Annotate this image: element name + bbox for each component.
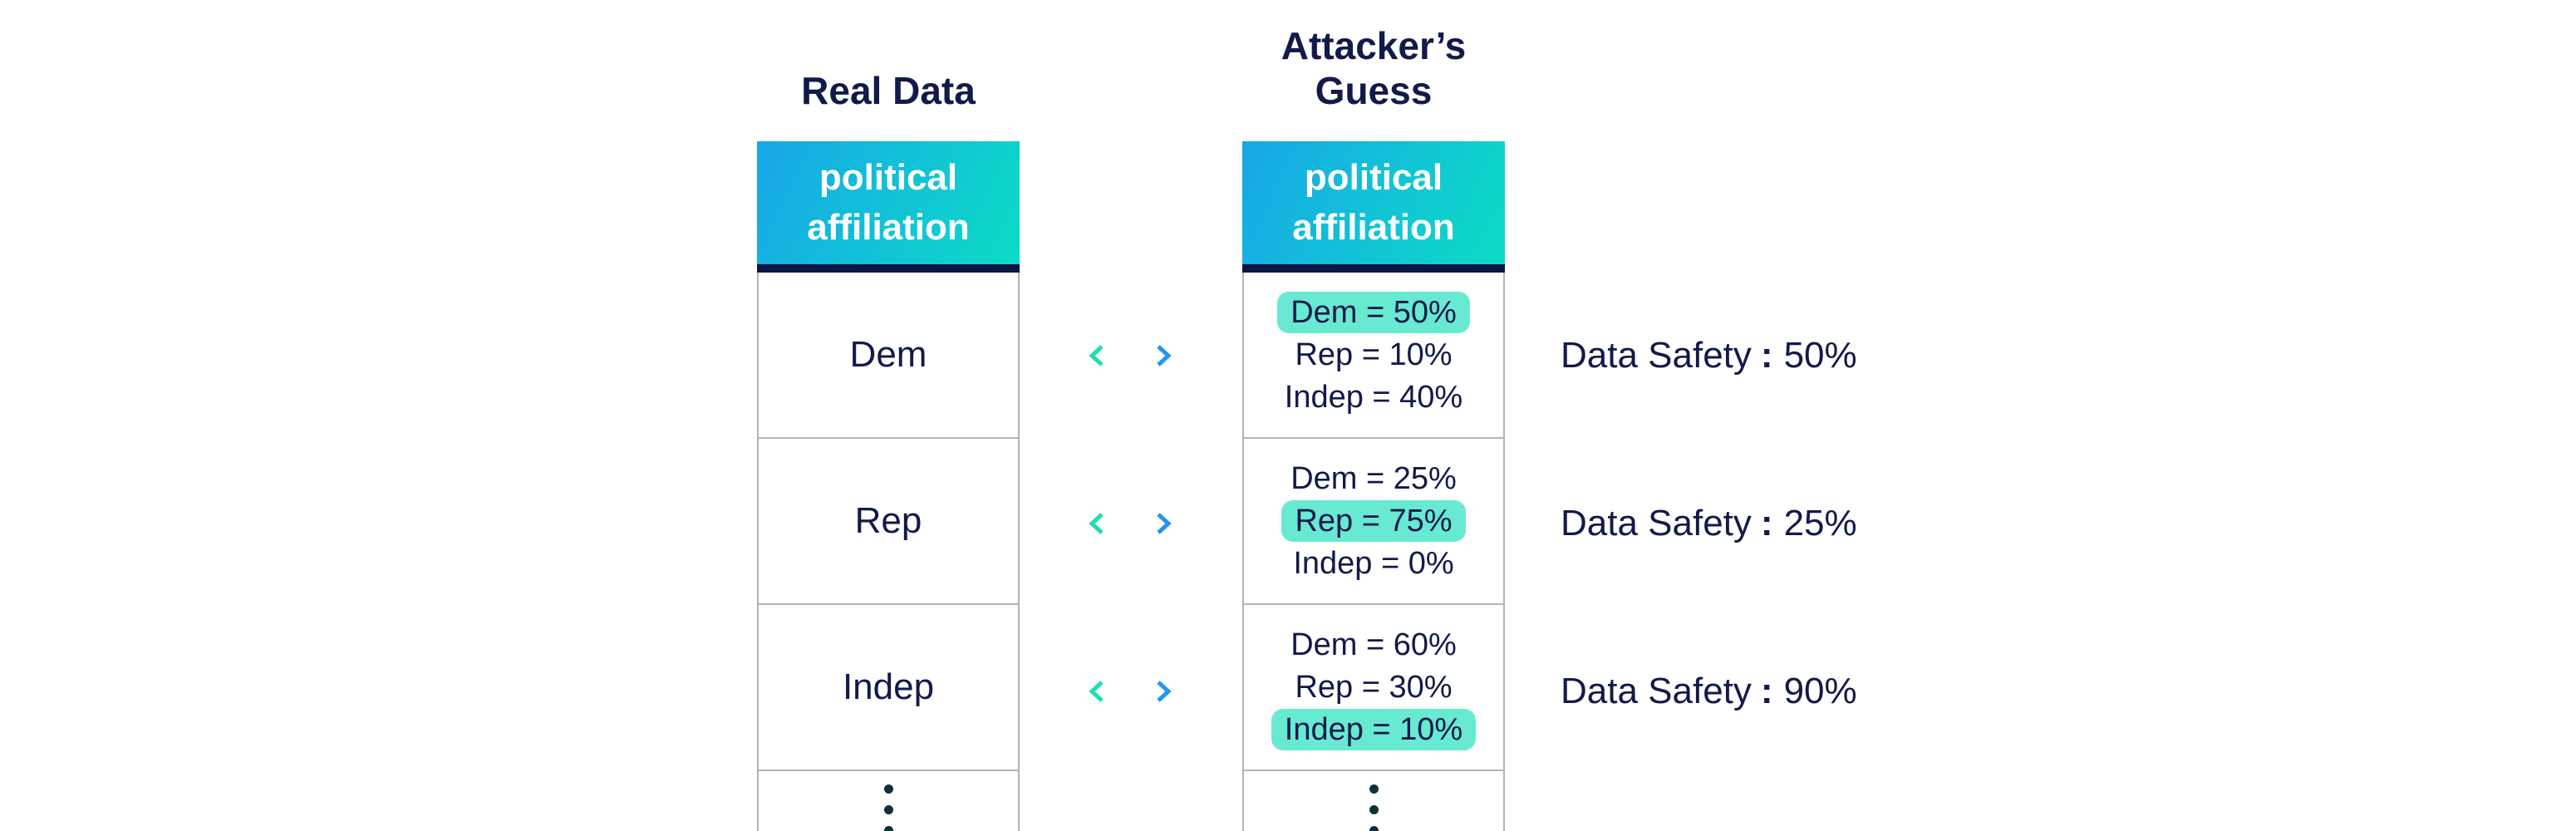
attackers-guess-table: political affiliation Dem = 50% Rep = 10…: [1242, 141, 1505, 831]
data-safety-label: Data Safety:25%: [1561, 503, 1857, 544]
guess-value: Indep = 0%: [1293, 546, 1454, 581]
guess-line: Rep = 75%: [1281, 500, 1466, 543]
real-data-cell: Dem: [849, 334, 927, 375]
guess-line: Indep = 0%: [1280, 543, 1467, 585]
guess-value: Indep = 40%: [1284, 380, 1463, 415]
guess-value: Dem = 25%: [1290, 461, 1457, 496]
attackers-guess-table-body: Dem = 50% Rep = 10% Indep = 40% Dem = 25…: [1242, 273, 1505, 831]
real-data-cell: Indep: [842, 666, 935, 707]
guess-line: Dem = 60%: [1277, 624, 1470, 666]
table-row: Dem = 50% Rep = 10% Indep = 40%: [1244, 273, 1503, 439]
data-safety-text: Data Safety: [1561, 503, 1752, 543]
real-data-cell: Rep: [854, 500, 922, 541]
guess-value: Dem = 60%: [1290, 627, 1457, 662]
guess-line: Dem = 25%: [1277, 458, 1470, 500]
data-safety-colon: :: [1760, 671, 1773, 711]
table-row-ellipsis: [759, 771, 1018, 831]
guess-line: Dem = 50%: [1277, 292, 1470, 334]
guess-line: Rep = 10%: [1281, 334, 1465, 376]
guess-value: Dem = 50%: [1277, 292, 1470, 333]
data-safety-label: Data Safety:90%: [1561, 671, 1857, 712]
data-safety-value: 50%: [1783, 335, 1857, 376]
vertical-ellipsis-icon: [883, 784, 893, 831]
data-safety-colon: :: [1760, 503, 1773, 543]
data-safety-text: Data Safety: [1561, 671, 1752, 711]
attackers-guess-column-header: political affiliation: [1242, 141, 1505, 273]
guess-value: Rep = 10%: [1295, 337, 1453, 372]
attackers-guess-title: Attacker’s Guess: [1281, 24, 1467, 112]
table-row-ellipsis: [1244, 771, 1503, 831]
bidirectional-arrow-icon: [1089, 345, 1172, 366]
guess-line: Indep = 10%: [1271, 709, 1477, 751]
guess-line: Rep = 30%: [1281, 666, 1465, 709]
real-data-title: Real Data: [801, 69, 976, 112]
bidirectional-arrow-icon: [1089, 681, 1172, 702]
data-safety-text: Data Safety: [1561, 335, 1752, 376]
guess-value: Indep = 10%: [1271, 709, 1477, 750]
bidirectional-arrow-icon: [1089, 513, 1172, 534]
data-safety-label: Data Safety:50%: [1561, 335, 1857, 376]
data-safety-value: 25%: [1783, 503, 1857, 543]
guess-value: Rep = 30%: [1295, 670, 1453, 705]
vertical-ellipsis-icon: [1369, 784, 1379, 831]
table-row: Rep: [759, 439, 1018, 605]
table-row: Dem = 25% Rep = 75% Indep = 0%: [1244, 439, 1503, 605]
table-row: Indep: [759, 605, 1018, 771]
table-row: Dem: [759, 273, 1018, 439]
real-data-table: political affiliation Dem Rep Indep: [757, 141, 1020, 831]
real-data-table-body: Dem Rep Indep: [757, 273, 1020, 831]
table-row: Dem = 60% Rep = 30% Indep = 10%: [1244, 605, 1503, 771]
guess-line: Indep = 40%: [1271, 376, 1476, 419]
data-safety-value: 90%: [1783, 671, 1857, 711]
data-safety-colon: :: [1760, 335, 1773, 376]
real-data-column-header: political affiliation: [757, 141, 1020, 273]
guess-value: Rep = 75%: [1281, 500, 1466, 542]
